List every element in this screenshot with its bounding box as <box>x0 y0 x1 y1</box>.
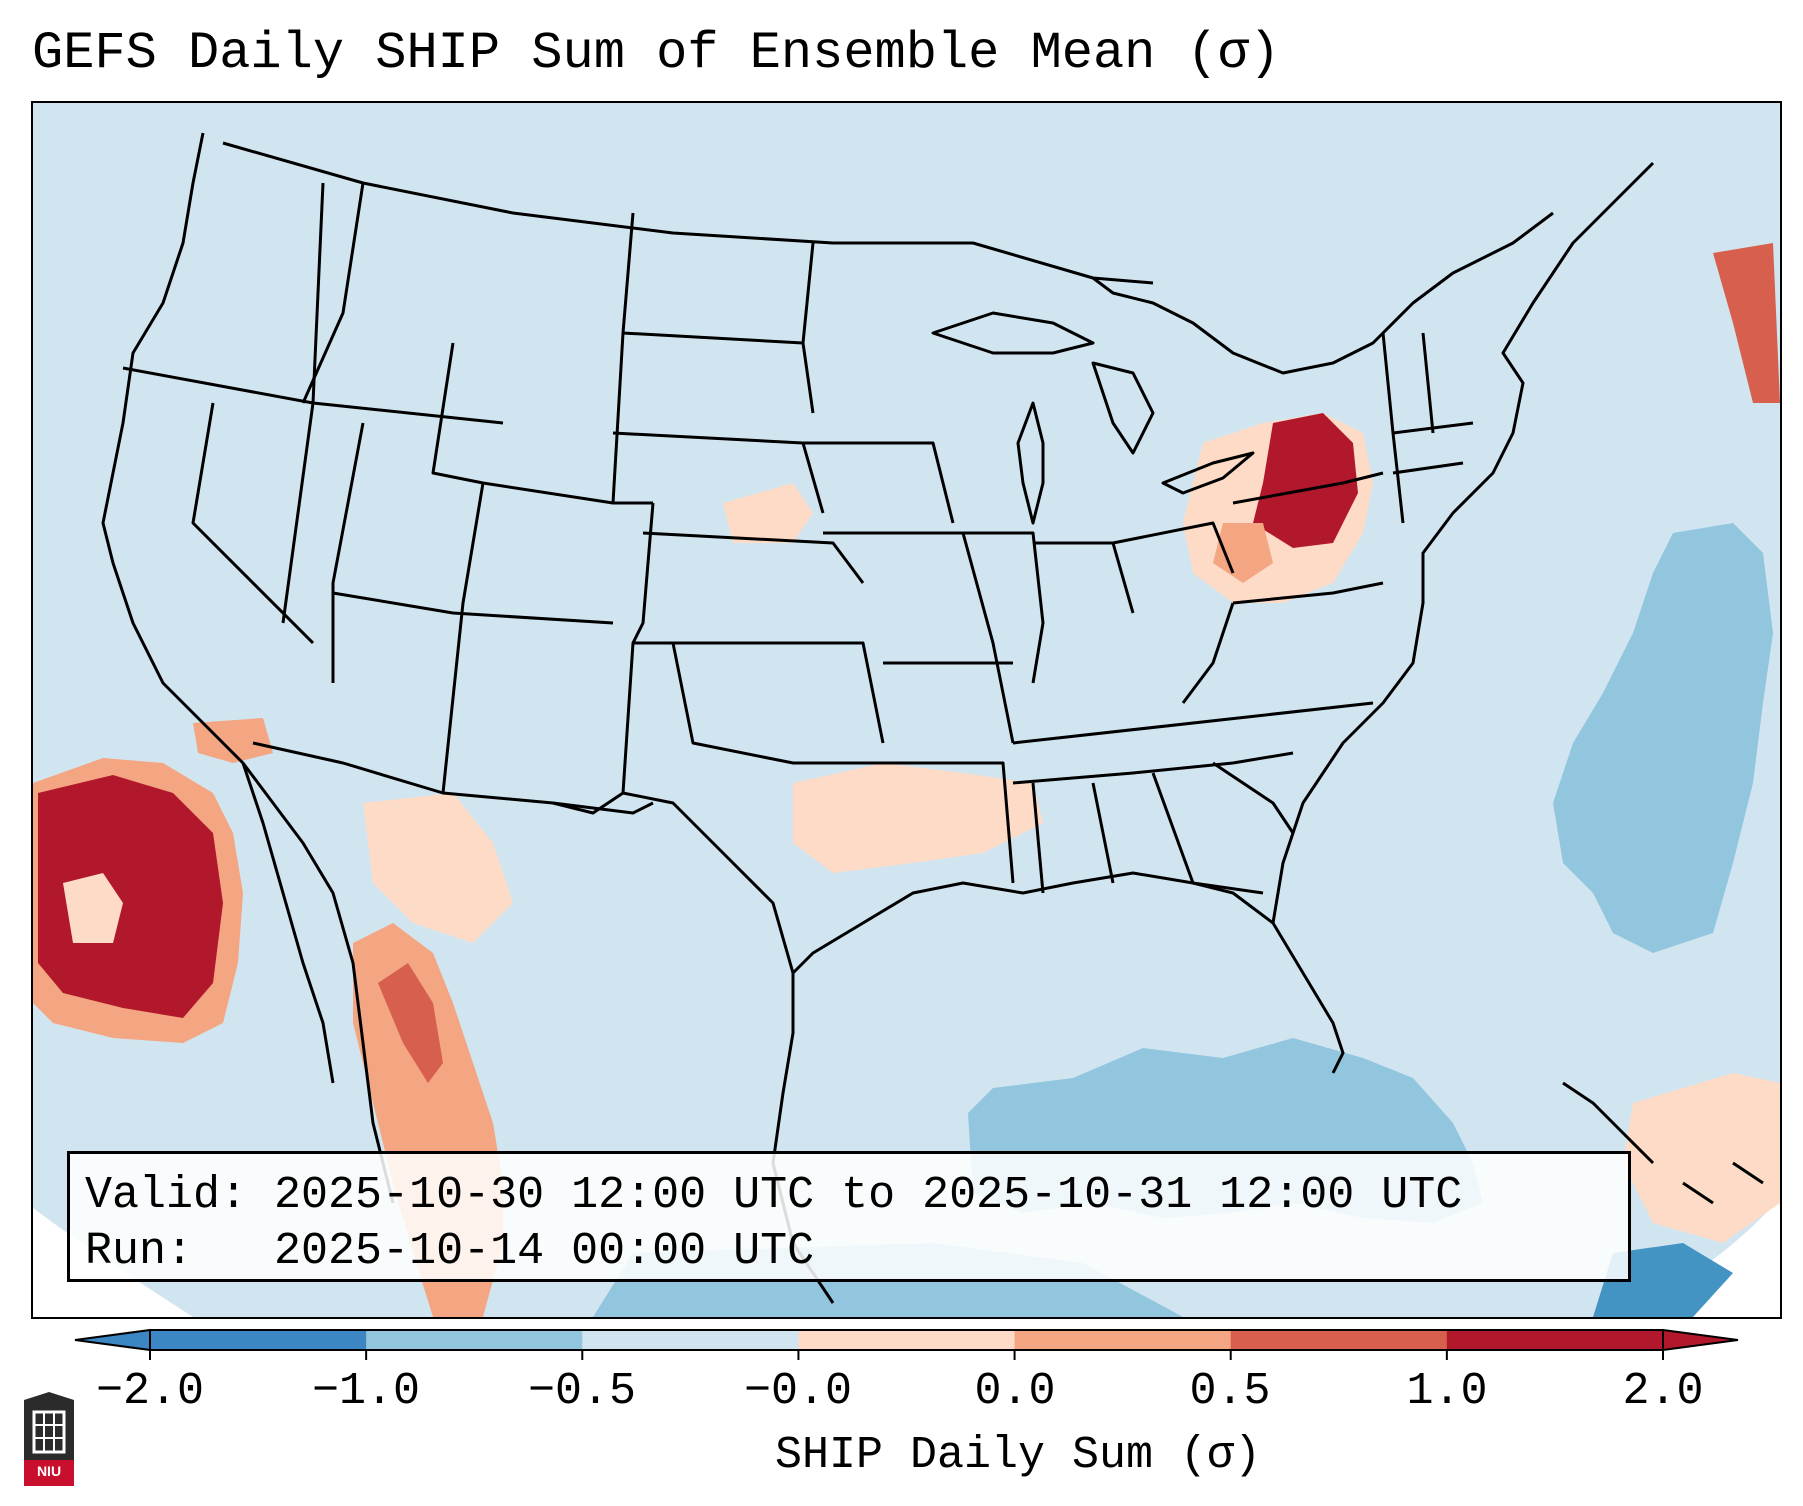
colorbar-segment <box>366 1330 583 1350</box>
state-border <box>1232 581 1384 605</box>
lake-superior <box>931 311 1095 355</box>
lake-michigan <box>1016 401 1045 525</box>
island <box>1682 1181 1714 1205</box>
caribbean-islands <box>1562 1081 1764 1205</box>
state-border <box>1031 782 1045 894</box>
canada-border-east <box>1092 211 1554 375</box>
state-border <box>1181 602 1235 704</box>
colorbar-tick-label: −0.0 <box>743 1366 853 1417</box>
lake-huron <box>1091 361 1155 455</box>
canada-border <box>222 141 1154 285</box>
anomaly-nebraska <box>723 483 813 543</box>
state-border <box>1091 782 1115 884</box>
state-border <box>642 531 865 584</box>
niu-logo: NIU <box>20 1390 78 1490</box>
colorbar-tick-label: 0.0 <box>974 1366 1056 1417</box>
logo-text: NIU <box>36 1463 62 1479</box>
state-border <box>1392 461 1464 475</box>
colorbar-segments <box>74 1328 1739 1352</box>
colorbar-ticks <box>149 1350 1664 1360</box>
anomaly-socal <box>193 718 273 763</box>
island <box>1732 1161 1764 1185</box>
anomaly-pacific-inner <box>63 873 123 943</box>
map-canvas <box>33 103 1780 1317</box>
baja-coast <box>241 762 335 1084</box>
projection-corner-right <box>1623 1198 1780 1317</box>
state-border <box>823 531 1015 744</box>
colorbar-tick-label: −1.0 <box>311 1366 421 1417</box>
atlantic-coast <box>1271 161 1655 924</box>
state-border <box>1151 772 1264 895</box>
gulf-coast <box>791 871 1345 1074</box>
mexico-border <box>252 741 795 974</box>
state-border <box>883 761 1015 884</box>
colorbar-tick-label: 2.0 <box>1622 1366 1704 1417</box>
colorbar-tick-label: 1.0 <box>1406 1366 1488 1417</box>
lake-erie <box>1161 451 1255 495</box>
state-border <box>621 502 655 794</box>
state-border <box>1012 751 1294 785</box>
background-field <box>33 103 1780 1317</box>
anomaly-oklahoma <box>793 763 1043 873</box>
state-border <box>801 242 815 344</box>
island <box>1562 1081 1655 1165</box>
colorbar-tick-label: −2.0 <box>95 1366 205 1417</box>
colorbar-tick-label: −0.5 <box>527 1366 637 1417</box>
state-border <box>552 801 654 815</box>
state-border <box>281 182 325 624</box>
anomaly-caribbean-positive <box>1623 1073 1780 1243</box>
state-border <box>633 641 885 744</box>
anomaly-arizona-sonora <box>363 793 513 943</box>
valid-label: Valid: <box>85 1170 248 1221</box>
niu-logo-icon <box>24 1392 74 1486</box>
anomaly-maritimes <box>1713 243 1780 403</box>
run-label: Run: <box>85 1226 194 1277</box>
state-border <box>191 402 315 645</box>
colorbar-label: SHIP Daily Sum (σ) <box>774 1430 1262 1481</box>
map-panel <box>31 101 1782 1319</box>
anomaly-northeast-core <box>1253 413 1358 548</box>
colorbar-segment <box>798 1330 1016 1350</box>
colorbar-segment <box>150 1330 367 1350</box>
colorbar-tick-label: 0.5 <box>1189 1366 1271 1417</box>
valid-value: 2025-10-30 12:00 UTC to 2025-10-31 12:00… <box>274 1170 1463 1221</box>
projection-corner-left <box>33 1208 193 1317</box>
state-border <box>1212 761 1295 834</box>
colorbar-outline <box>149 1329 1664 1351</box>
state-border <box>1392 421 1474 435</box>
colorbar-segment <box>582 1330 799 1350</box>
state-border <box>1012 701 1374 745</box>
colorbar-segment <box>1014 1330 1232 1350</box>
colorbar-extend-min <box>74 1328 151 1352</box>
pacific-coast <box>101 132 395 1204</box>
state-border <box>331 422 365 683</box>
state-border <box>441 482 485 794</box>
colorbar <box>74 1328 1739 1360</box>
state-border <box>803 441 955 524</box>
anomaly-atlantic <box>1553 523 1773 953</box>
state-border <box>963 531 1045 684</box>
anomaly-pacific-core <box>38 775 223 1018</box>
colorbar-segment <box>1230 1330 1448 1350</box>
anomaly-northeast-edge <box>1213 523 1273 583</box>
state-border <box>1112 521 1235 574</box>
run-value: 2025-10-14 00:00 UTC <box>274 1226 815 1277</box>
coastline-and-borders <box>101 132 1655 1304</box>
state-border <box>332 591 614 625</box>
anomaly-mexico-core <box>378 963 443 1083</box>
page-title: GEFS Daily SHIP Sum of Ensemble Mean (σ) <box>32 24 1281 83</box>
state-border <box>1421 332 1435 434</box>
state-border <box>1232 471 1384 505</box>
colorbar-extend-max <box>1662 1328 1739 1352</box>
state-border <box>301 182 365 404</box>
info-box: Valid: 2025-10-30 12:00 UTC to 2025-10-3… <box>67 1151 1631 1282</box>
state-border <box>671 642 883 765</box>
colorbar-segment <box>1446 1330 1664 1350</box>
